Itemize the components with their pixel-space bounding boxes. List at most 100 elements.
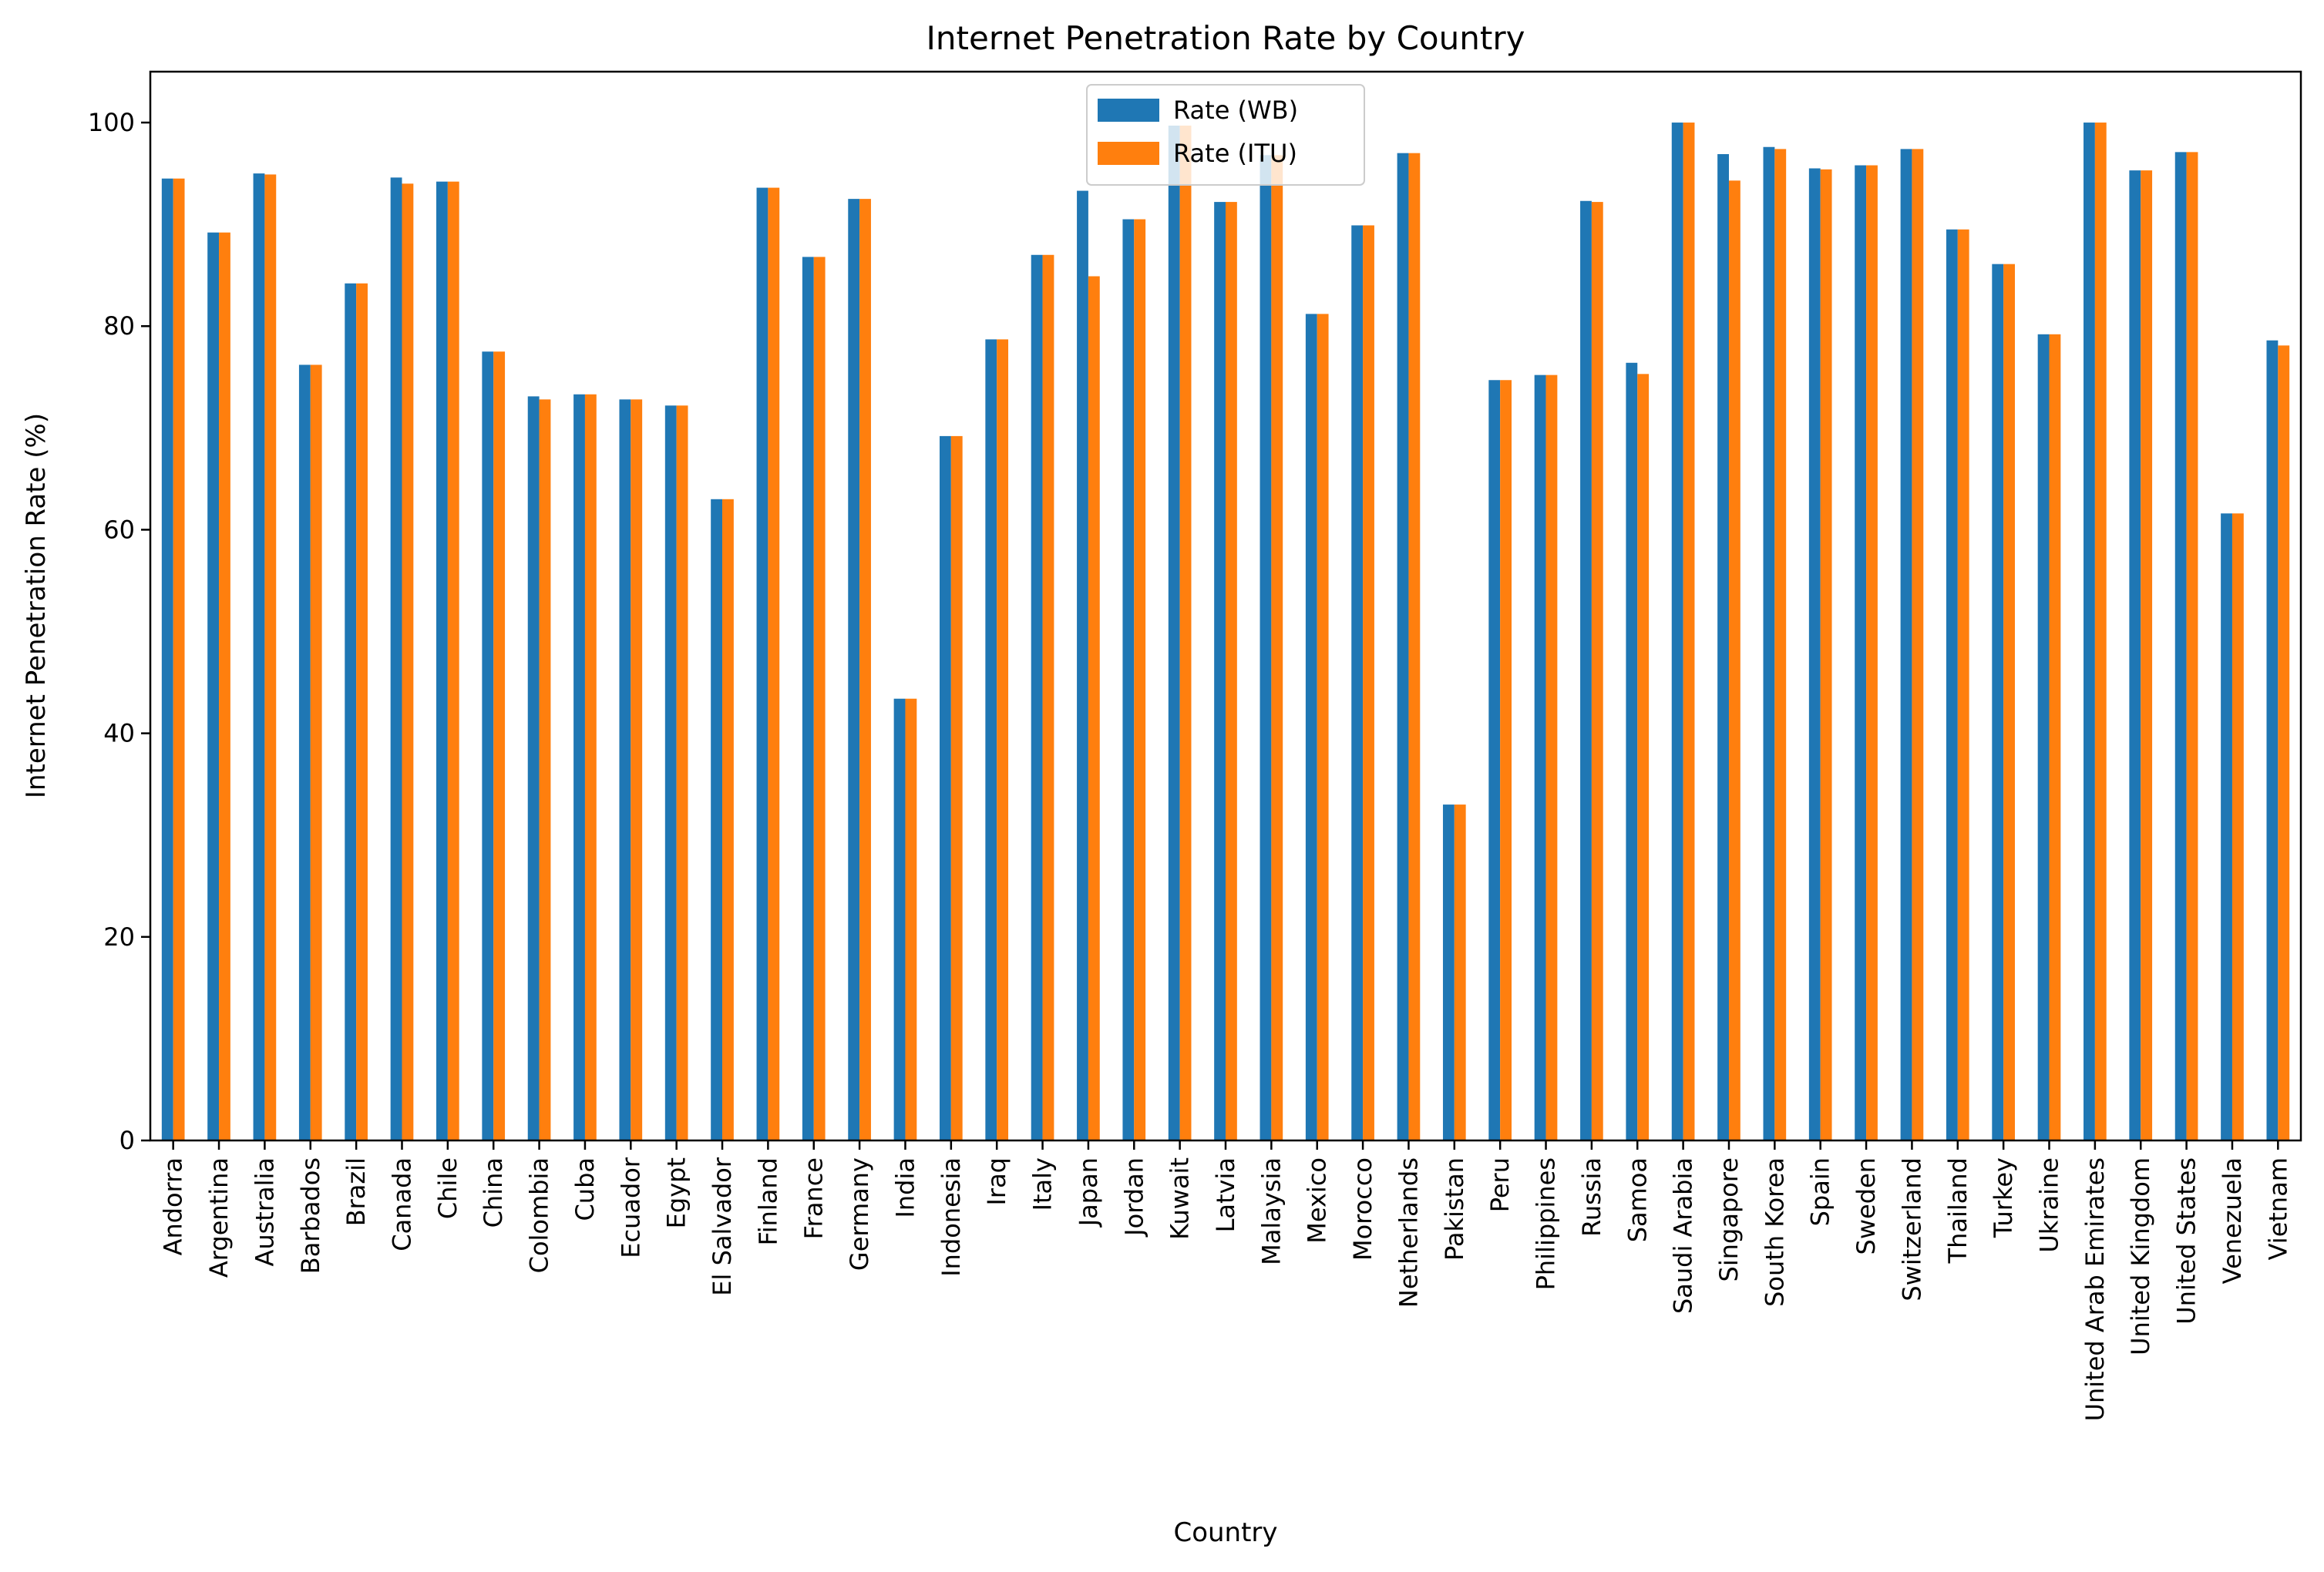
bar-wb-sweden	[1855, 165, 1867, 1140]
bar-itu-mexico	[1317, 314, 1329, 1140]
bar-wb-venezuela	[2221, 513, 2232, 1140]
y-tick-label: 0	[119, 1126, 135, 1155]
x-tick-label: Spain	[1806, 1157, 1835, 1226]
x-tick-label: Ukraine	[2035, 1157, 2064, 1253]
bar-itu-iraq	[997, 339, 1009, 1140]
bar-wb-india	[893, 698, 906, 1140]
bar-itu-colombia	[539, 399, 551, 1140]
bar-wb-cuba	[573, 394, 585, 1140]
x-tick-label: United States	[2172, 1157, 2201, 1325]
bar-itu-kuwait	[1179, 126, 1192, 1140]
legend: Rate (WB) Rate (ITU)	[1086, 84, 1365, 186]
x-tick-label: Colombia	[525, 1157, 554, 1273]
bar-wb-thailand	[1946, 229, 1958, 1140]
bar-wb-iraq	[985, 339, 997, 1140]
legend-swatch-itu	[1098, 142, 1159, 165]
x-tick-label: France	[799, 1157, 829, 1239]
x-tick-label: Pakistan	[1440, 1157, 1469, 1261]
y-tick-label: 100	[88, 108, 135, 137]
bar-wb-netherlands	[1397, 153, 1409, 1141]
bar-itu-united-arab-emirates	[2094, 123, 2107, 1140]
bar-itu-jordan	[1134, 219, 1146, 1140]
bar-wb-france	[802, 257, 814, 1140]
bar-itu-pakistan	[1454, 804, 1466, 1140]
bar-wb-italy	[1031, 254, 1043, 1140]
bar-wb-malaysia	[1260, 155, 1272, 1140]
x-tick-label: Malaysia	[1256, 1157, 1286, 1265]
x-tick-label: Mexico	[1303, 1157, 1332, 1244]
x-tick-label: Brazil	[341, 1157, 371, 1226]
bar-itu-united-states	[2186, 152, 2198, 1141]
x-tick-label: Kuwait	[1165, 1157, 1195, 1240]
x-tick-label: Andorra	[159, 1157, 188, 1255]
bar-itu-united-kingdom	[2141, 170, 2153, 1140]
legend-label-wb: Rate (WB)	[1173, 96, 1298, 125]
bar-wb-mexico	[1305, 314, 1317, 1140]
bar-wb-united-kingdom	[2129, 170, 2141, 1140]
x-tick-label: Italy	[1028, 1157, 1058, 1211]
y-tick-label: 80	[103, 311, 135, 341]
bar-itu-morocco	[1363, 225, 1374, 1141]
x-tick-label: India	[890, 1157, 920, 1218]
y-axis-title: Internet Penetration Rate (%)	[21, 413, 52, 798]
bar-itu-peru	[1500, 380, 1512, 1140]
bar-wb-russia	[1580, 200, 1592, 1140]
bar-wb-argentina	[207, 232, 220, 1141]
bar-itu-china	[493, 351, 506, 1140]
x-tick-label: Venezuela	[2218, 1157, 2247, 1284]
chart-title: Internet Penetration Rate by Country	[927, 19, 1525, 57]
bar-wb-japan	[1077, 190, 1088, 1140]
bar-itu-malaysia	[1271, 155, 1283, 1140]
x-tick-label: Peru	[1485, 1157, 1515, 1212]
bar-itu-singapore	[1728, 180, 1740, 1141]
x-tick-label: Singapore	[1714, 1157, 1744, 1281]
bar-itu-samoa	[1637, 374, 1650, 1140]
x-tick-label: China	[479, 1157, 508, 1228]
bar-wb-egypt	[664, 405, 677, 1140]
bar-itu-canada	[402, 183, 414, 1140]
bar-wb-saudi-arabia	[1671, 123, 1683, 1140]
bar-itu-russia	[1591, 202, 1603, 1141]
y-tick-label: 40	[103, 719, 135, 748]
x-tick-label: Finland	[753, 1157, 782, 1245]
bar-itu-el-salvador	[722, 499, 734, 1140]
bar-itu-ukraine	[2049, 334, 2061, 1140]
bar-wb-spain	[1808, 168, 1821, 1141]
y-tick-label: 60	[103, 515, 135, 544]
x-tick-label: United Arab Emirates	[2080, 1157, 2110, 1421]
bar-wb-turkey	[1992, 264, 2004, 1140]
bar-itu-cuba	[584, 394, 597, 1140]
bar-itu-netherlands	[1408, 153, 1421, 1141]
x-tick-label: Germany	[845, 1157, 874, 1271]
x-tick-label: Barbados	[296, 1157, 325, 1274]
x-tick-label: Japan	[1074, 1157, 1103, 1228]
bar-wb-latvia	[1214, 202, 1226, 1141]
bar-itu-barbados	[310, 364, 322, 1140]
bar-wb-colombia	[527, 396, 540, 1140]
y-axis: 0 20 40 60 80 100	[88, 108, 150, 1155]
x-tick-label: Ecuador	[616, 1157, 645, 1258]
bar-itu-andorra	[173, 178, 185, 1141]
bar-wb-el-salvador	[711, 499, 723, 1140]
bar-wb-kuwait	[1168, 126, 1180, 1140]
x-tick-label: El Salvador	[708, 1157, 737, 1296]
x-tick-label: Turkey	[1989, 1157, 2018, 1238]
x-tick-label: Latvia	[1211, 1157, 1240, 1232]
x-tick-label: Russia	[1577, 1157, 1606, 1237]
bar-wb-brazil	[345, 283, 357, 1140]
bar-itu-south-korea	[1774, 149, 1787, 1140]
x-tick-label: Jordan	[1119, 1157, 1149, 1238]
bar-wb-pakistan	[1442, 804, 1455, 1140]
x-tick-label: Cuba	[570, 1157, 600, 1221]
x-tick-label: Sweden	[1851, 1157, 1881, 1255]
bar-itu-saudi-arabia	[1683, 123, 1695, 1140]
bar-itu-thailand	[1957, 229, 1969, 1140]
bar-itu-indonesia	[950, 435, 963, 1140]
bars-group	[161, 123, 2290, 1141]
x-tick-label: Saudi Arabia	[1669, 1157, 1698, 1314]
x-tick-label: Vietnam	[2263, 1157, 2292, 1260]
x-axis-title: Country	[1173, 1517, 1277, 1548]
bar-wb-chile	[436, 181, 448, 1140]
bar-wb-ukraine	[2037, 334, 2050, 1140]
